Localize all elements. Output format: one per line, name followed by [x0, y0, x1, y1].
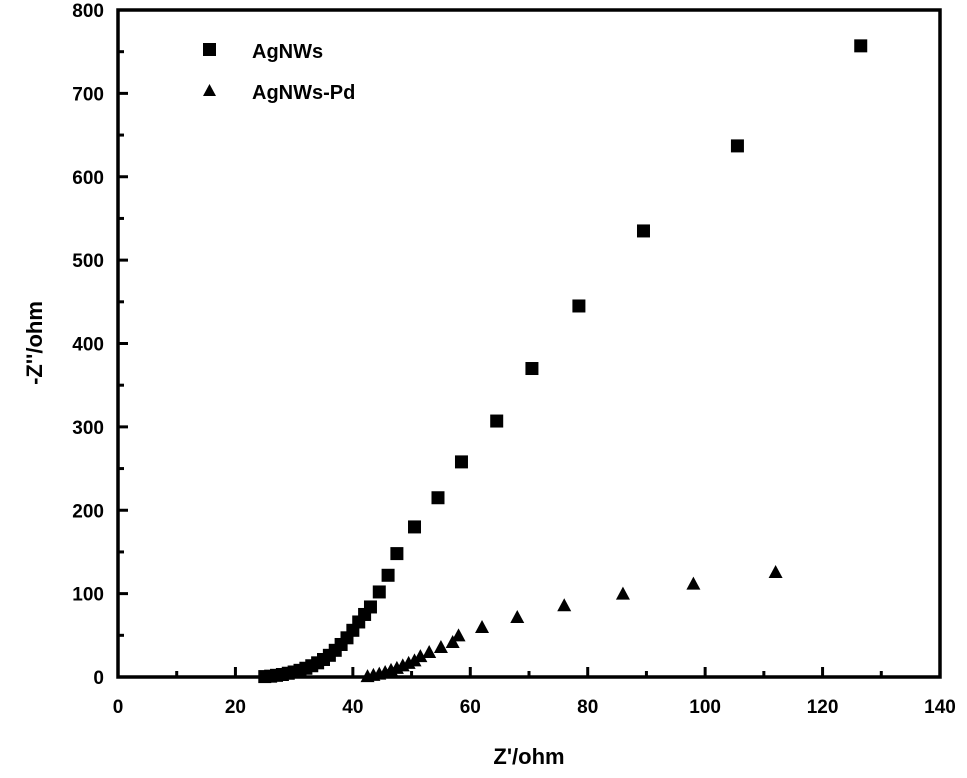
agnws-pd-point [422, 644, 437, 658]
agnws-point [372, 585, 386, 599]
y-tick-label: 500 [72, 251, 104, 272]
agnws-point [636, 224, 650, 238]
y-axis-title: -Z''/ohm [22, 301, 47, 385]
agnws-pd-point [510, 609, 525, 623]
y-tick-label: 100 [72, 585, 104, 606]
axis-ticks [116, 8, 942, 679]
legend-marker-agnws-pd [203, 84, 216, 96]
legend-label-agnws: AgNWs [252, 41, 323, 63]
x-tick-label: 60 [460, 697, 481, 718]
tick-labels: 0 20 40 60 80 100 120 140 0 100 200 300 400 500 600 700… [72, 1, 956, 718]
x-tick-label: 100 [689, 697, 721, 718]
y-tick-label: 0 [93, 668, 104, 689]
agnws-point [408, 520, 422, 534]
x-tick-label: 0 [113, 697, 124, 718]
data-points [258, 39, 868, 684]
agnws-point [363, 600, 377, 614]
agnws-pd-point [433, 639, 448, 653]
x-tick-label: 120 [807, 697, 839, 718]
agnws-pd-point [407, 653, 422, 667]
x-axis-title: Z'/ohm [493, 744, 564, 769]
agnws-point [525, 362, 539, 376]
agnws-point [454, 455, 468, 469]
agnws-point [381, 568, 395, 582]
agnws-point [854, 39, 868, 53]
y-tick-label: 800 [72, 1, 104, 22]
agnws-point [572, 299, 586, 313]
legend-marker-agnws [203, 43, 216, 56]
x-tick-label: 20 [225, 697, 246, 718]
x-tick-label: 40 [342, 697, 363, 718]
agnws-pd-point [615, 586, 630, 600]
agnws-pd-point [686, 576, 701, 590]
agnws-point [390, 547, 404, 561]
y-tick-label: 300 [72, 418, 104, 439]
agnws-pd-point [557, 598, 572, 612]
agnws-pd-point [475, 619, 490, 633]
agnws-pd-point [445, 634, 460, 648]
agnws-point [490, 414, 504, 428]
agnws-point [730, 139, 744, 153]
plot-frame [116, 8, 942, 679]
legend-label-agnws-pd: AgNWs-Pd [252, 82, 355, 104]
y-tick-label: 700 [72, 84, 104, 105]
y-tick-label: 600 [72, 168, 104, 189]
agnws-pd-point [451, 628, 466, 642]
legend: AgNWs AgNWs-Pd [203, 41, 355, 104]
agnws-point [431, 491, 445, 505]
y-tick-label: 400 [72, 335, 104, 356]
y-tick-label: 200 [72, 501, 104, 522]
agnws-pd-point [413, 649, 428, 663]
agnws-pd-point [768, 564, 783, 578]
x-tick-label: 140 [924, 697, 956, 718]
x-tick-label: 80 [577, 697, 598, 718]
